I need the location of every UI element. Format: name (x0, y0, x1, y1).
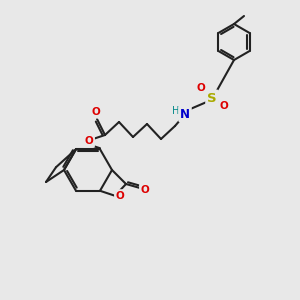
Text: O: O (116, 191, 124, 201)
Text: H: H (172, 106, 180, 116)
Text: O: O (141, 185, 149, 195)
Text: O: O (85, 136, 93, 146)
Text: S: S (207, 92, 217, 104)
Text: O: O (220, 101, 228, 111)
Text: N: N (180, 107, 190, 121)
Text: O: O (196, 83, 206, 93)
Text: O: O (92, 107, 100, 117)
